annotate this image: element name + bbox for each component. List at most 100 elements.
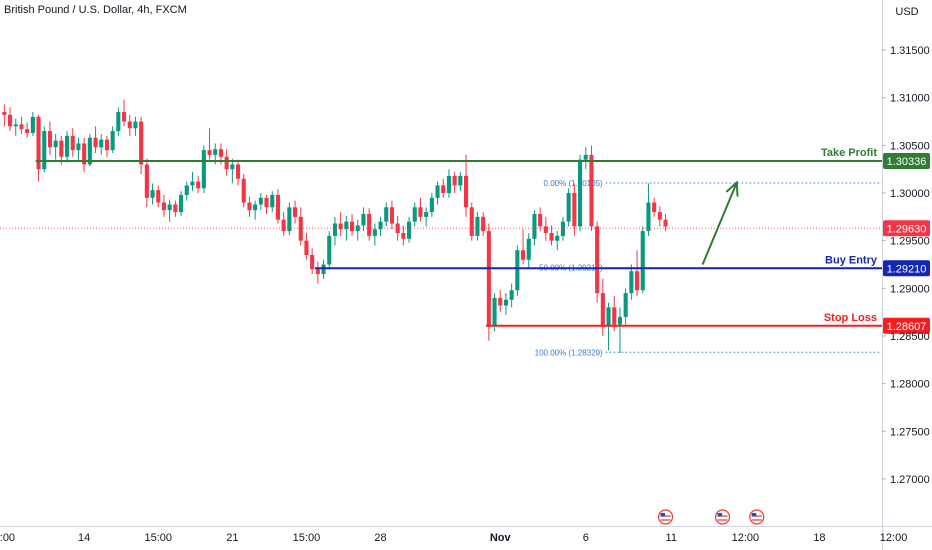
x-tick-label: Nov [490, 532, 512, 544]
candle-body [521, 250, 526, 260]
candle-body [595, 226, 600, 294]
event-flag-canton [660, 513, 666, 517]
candle-body [230, 164, 235, 170]
candle-body [617, 316, 622, 325]
candle-body [657, 212, 662, 220]
x-tick-label: 12:00 [732, 532, 760, 544]
candle-body [583, 154, 588, 160]
y-tick-label: 1.30500 [890, 140, 930, 152]
candle-body [526, 238, 531, 260]
candle-body [458, 175, 463, 186]
currency-label[interactable]: USD [895, 6, 919, 18]
candle-body [429, 197, 434, 213]
arrow-shaft[interactable] [701, 182, 738, 265]
candle-body [435, 185, 440, 198]
candle-body [543, 226, 548, 234]
candle-body [253, 204, 258, 211]
y-tick-label: 1.29500 [890, 236, 930, 248]
candle-body [509, 290, 514, 300]
candle-body [133, 121, 138, 129]
candle-body [110, 131, 115, 151]
level-price-tag [883, 317, 930, 334]
event-flag-circle [749, 509, 765, 525]
price-levels[interactable]: 1.29630 Take Profit 1.30336 Buy Entry 1.2921… [0, 147, 930, 334]
candle-body [560, 221, 565, 236]
event-flag-canton [717, 513, 723, 517]
candle-body [452, 175, 457, 186]
candle-body [338, 223, 343, 230]
candle-body [93, 137, 98, 148]
candle-body [652, 202, 657, 213]
level-price-value: 1.28607 [887, 321, 927, 333]
candle-body [47, 131, 52, 148]
level-price-tag [883, 260, 930, 277]
event-flag-icon[interactable] [714, 509, 731, 525]
candle-body [224, 156, 229, 170]
candle-body [384, 207, 389, 222]
candle-body [538, 213, 543, 227]
candle-body [412, 207, 417, 222]
y-tick-label: 1.31500 [890, 45, 930, 57]
candle-body [167, 204, 172, 211]
level-label: Stop Loss [824, 312, 877, 324]
candle-body [663, 219, 668, 227]
economic-events[interactable] [657, 509, 765, 525]
candle-body [361, 213, 366, 226]
candle-body [8, 114, 13, 127]
candle-body [196, 181, 201, 189]
candle-body [70, 135, 75, 151]
candle-body [190, 181, 195, 186]
candle-body [104, 139, 109, 151]
event-flag-icon[interactable] [657, 509, 674, 525]
candle-body [53, 140, 58, 148]
x-tick-label: 28 [374, 532, 386, 544]
x-tick-label: 18 [813, 532, 825, 544]
level-price-tag [883, 153, 930, 169]
y-tick-label: 1.31000 [890, 93, 930, 105]
candle-body [116, 112, 121, 132]
candle-body [87, 137, 92, 165]
candle-body [258, 197, 263, 205]
projection-arrow[interactable] [701, 180, 739, 265]
candle-body [270, 194, 275, 208]
y-tick-label: 1.28000 [890, 379, 930, 391]
symbol-title[interactable]: British Pound / U.S. Dollar, 4h, FXCM [4, 4, 187, 16]
candle-body [646, 202, 651, 232]
candle-body [42, 131, 47, 170]
candle-body [144, 164, 149, 198]
candle-body [161, 202, 166, 211]
candle-body [589, 154, 594, 227]
candle-body [578, 159, 583, 227]
x-tick-label: 6 [583, 532, 589, 544]
arrow-head[interactable] [725, 180, 739, 197]
candle-body [332, 223, 337, 236]
candle-body [418, 207, 423, 217]
event-flag-canton [751, 513, 757, 517]
candle-body [173, 204, 178, 213]
candle-body [315, 269, 320, 275]
candle-body [59, 140, 64, 157]
candle-body [2, 112, 7, 115]
candle-body [475, 216, 480, 236]
candle-body [532, 213, 537, 239]
event-flag-icon[interactable] [749, 509, 765, 525]
candle-body [179, 194, 184, 213]
y-tick-label: 1.27500 [890, 426, 930, 438]
candle-body [236, 164, 241, 179]
candle-body [623, 293, 628, 317]
level-price-value: 1.30336 [887, 156, 927, 168]
y-tick-label: 1.30000 [890, 188, 930, 200]
candle-body [201, 150, 206, 189]
candle-body [30, 116, 35, 133]
x-tick-label: 21 [226, 532, 238, 544]
candle-body [264, 197, 269, 208]
candle-body [640, 231, 645, 291]
candle-body [612, 307, 617, 325]
candle-body [600, 293, 605, 327]
candle-body [555, 235, 560, 241]
candle-body [304, 240, 309, 255]
candle-body [65, 135, 70, 157]
candle-body [293, 207, 298, 217]
